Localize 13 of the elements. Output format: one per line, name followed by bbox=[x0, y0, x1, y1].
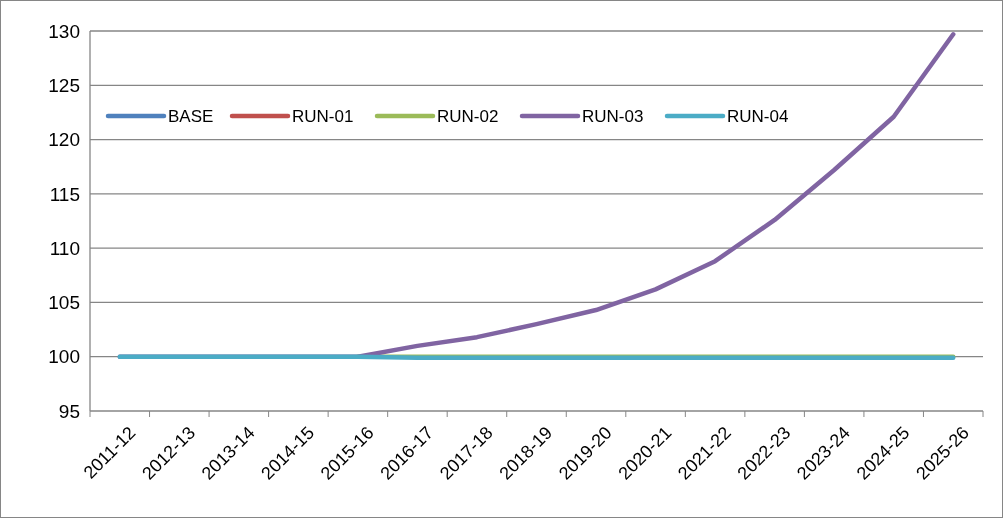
legend-label: BASE bbox=[168, 107, 214, 126]
y-tick-label: 110 bbox=[49, 237, 80, 259]
y-tick-label: 125 bbox=[48, 74, 80, 96]
y-tick-label: 130 bbox=[48, 20, 80, 42]
legend-label: RUN-03 bbox=[582, 107, 644, 126]
y-tick-label: 105 bbox=[48, 292, 80, 314]
y-tick-label: 100 bbox=[48, 346, 80, 368]
y-tick-label: 120 bbox=[48, 129, 80, 151]
legend-label: RUN-02 bbox=[437, 107, 499, 126]
legend-label: RUN-01 bbox=[292, 107, 354, 126]
legend-label: RUN-04 bbox=[727, 107, 789, 126]
y-tick-label: 115 bbox=[49, 183, 80, 205]
y-tick-label: 95 bbox=[58, 400, 80, 422]
